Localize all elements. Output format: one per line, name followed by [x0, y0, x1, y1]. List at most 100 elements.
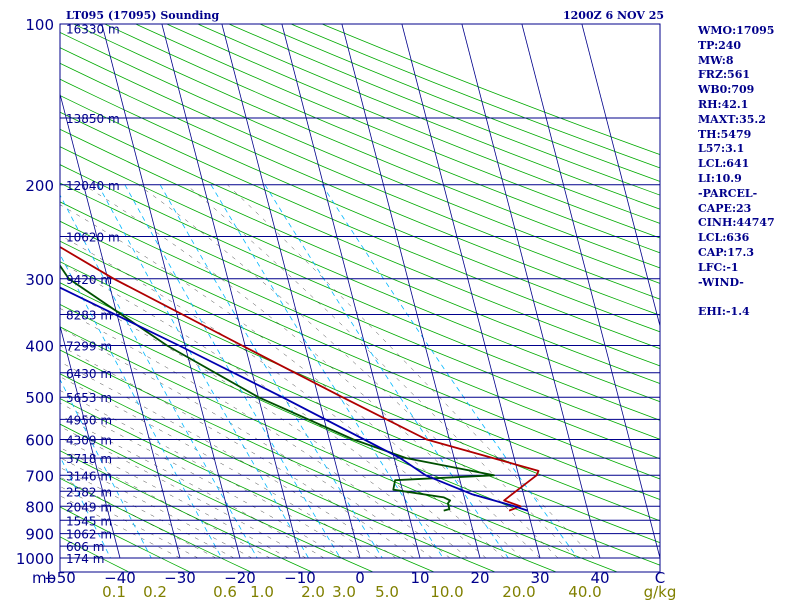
isotherm — [60, 92, 181, 559]
index-line: CINH:44747 — [698, 216, 775, 230]
index-line — [698, 290, 775, 305]
moist-adiabat — [60, 345, 415, 559]
temp-tick-label: 0 — [355, 569, 365, 587]
height-label: 4950 m — [66, 413, 112, 427]
dry-adiabat — [196, 24, 660, 210]
mixing-ratio-label: 40.0 — [568, 583, 601, 600]
index-line: EHI:-1.4 — [698, 305, 750, 319]
index-line: WMO:17095 — [698, 24, 775, 37]
height-label: 5653 m — [66, 391, 112, 405]
height-label: 16330 m — [66, 23, 120, 37]
dry-adiabat — [321, 24, 660, 156]
isotherm — [221, 24, 361, 559]
temp-tick-label: −10 — [284, 569, 316, 587]
dry-adiabat — [259, 24, 660, 182]
mixing-ratio-line — [321, 184, 579, 559]
pressure-tick-label: 500 — [25, 389, 54, 407]
height-label: 12040 m — [66, 179, 120, 193]
index-line: LFC:-1 — [698, 260, 739, 274]
height-label: 1062 m — [66, 528, 112, 542]
height-label: 3146 m — [66, 469, 112, 483]
dry-adiabat — [60, 78, 660, 333]
dry-adiabat — [103, 24, 660, 254]
moist-adiabat — [186, 184, 577, 559]
index-line: WB0:709 — [698, 83, 755, 97]
height-label: 10620 m — [66, 231, 120, 245]
dry-adiabat — [227, 24, 660, 196]
isotherm — [461, 24, 601, 559]
mixing-ratio-line — [60, 455, 111, 559]
index-line: L57:3.1 — [698, 142, 745, 156]
mixing-ratio-line — [60, 194, 258, 559]
trace-layer — [60, 245, 540, 512]
height-label: 9420 m — [66, 273, 112, 287]
mixing-ratio-line — [97, 184, 309, 559]
mixing-ratio-label: 1.0 — [250, 583, 274, 600]
height-label: 606 m — [66, 540, 104, 554]
dry-adiabat — [60, 146, 660, 403]
index-line: TP:240 — [698, 38, 742, 52]
dry-adiabat — [165, 24, 660, 224]
isotherm — [581, 24, 660, 328]
parcel-trace — [60, 286, 528, 512]
temp-tick-label: 20 — [470, 569, 489, 587]
valid-time: 1200Z 6 NOV 25 — [563, 9, 665, 22]
mixing-ratio-label: 0.2 — [143, 583, 167, 600]
index-line: FRZ:561 — [698, 68, 751, 82]
dry-adiabat — [60, 477, 252, 572]
dry-adiabat — [60, 31, 660, 284]
temp-tick-label: −50 — [44, 569, 76, 587]
moist-adiabat — [60, 390, 361, 559]
height-label: 2049 m — [66, 500, 112, 514]
dry-adiabat — [290, 24, 660, 169]
mixing-ratio-label: 10.0 — [430, 583, 463, 600]
index-line: LCL:641 — [698, 157, 750, 171]
index-line: MW:8 — [698, 53, 734, 67]
isotherm — [521, 24, 660, 559]
dry-adiabat — [60, 111, 660, 367]
dry-adiabat — [60, 201, 660, 460]
dry-adiabat — [60, 240, 660, 500]
temp-tick-label: 30 — [530, 569, 549, 587]
index-line: RH:42.1 — [698, 97, 749, 111]
index-line: TH:5479 — [698, 127, 752, 141]
height-label: 3718 m — [66, 452, 112, 466]
mixing-ratio-line — [159, 184, 383, 559]
dry-adiabat — [60, 398, 436, 572]
pressure-tick-label: 700 — [25, 467, 54, 485]
mixing-ratio-label: 5.0 — [375, 583, 399, 600]
x-axis-label: mb — [32, 569, 56, 587]
height-label: 7299 m — [66, 340, 112, 354]
moist-adiabat — [227, 184, 595, 559]
mixing-unit-label: g/kg — [644, 583, 677, 600]
moist-adiabat — [60, 467, 235, 559]
dewpoint-trace — [60, 264, 495, 512]
dry-adiabat — [72, 24, 660, 269]
dry-adiabat — [134, 24, 660, 239]
isotherm — [401, 24, 541, 559]
pressure-tick-label: 200 — [25, 177, 54, 195]
dry-adiabat — [60, 450, 313, 572]
dry-adiabat — [60, 182, 660, 440]
isotherm — [161, 24, 301, 559]
mixing-ratio-label: 20.0 — [502, 583, 535, 600]
isotherm — [101, 24, 241, 559]
dry-adiabat — [60, 164, 660, 421]
moist-adiabat — [60, 286, 469, 559]
mixing-ratio-line — [264, 184, 509, 559]
mixing-ratio-line — [60, 253, 223, 559]
temp-tick-label: 40 — [590, 569, 609, 587]
pressure-tick-label: 600 — [25, 432, 54, 450]
isotherm — [60, 324, 121, 559]
grid-layer — [60, 24, 660, 572]
mixing-ratio-label: 2.0 — [301, 583, 325, 600]
index-line: MAXT:35.2 — [698, 112, 766, 126]
dry-adiabat — [60, 304, 660, 566]
pressure-tick-label: 800 — [25, 498, 54, 516]
dry-adiabat — [60, 261, 660, 522]
moist-adiabat — [60, 262, 487, 559]
chart-title: LT095 (17095) Sounding — [66, 9, 220, 22]
height-label: 13850 m — [66, 112, 120, 126]
